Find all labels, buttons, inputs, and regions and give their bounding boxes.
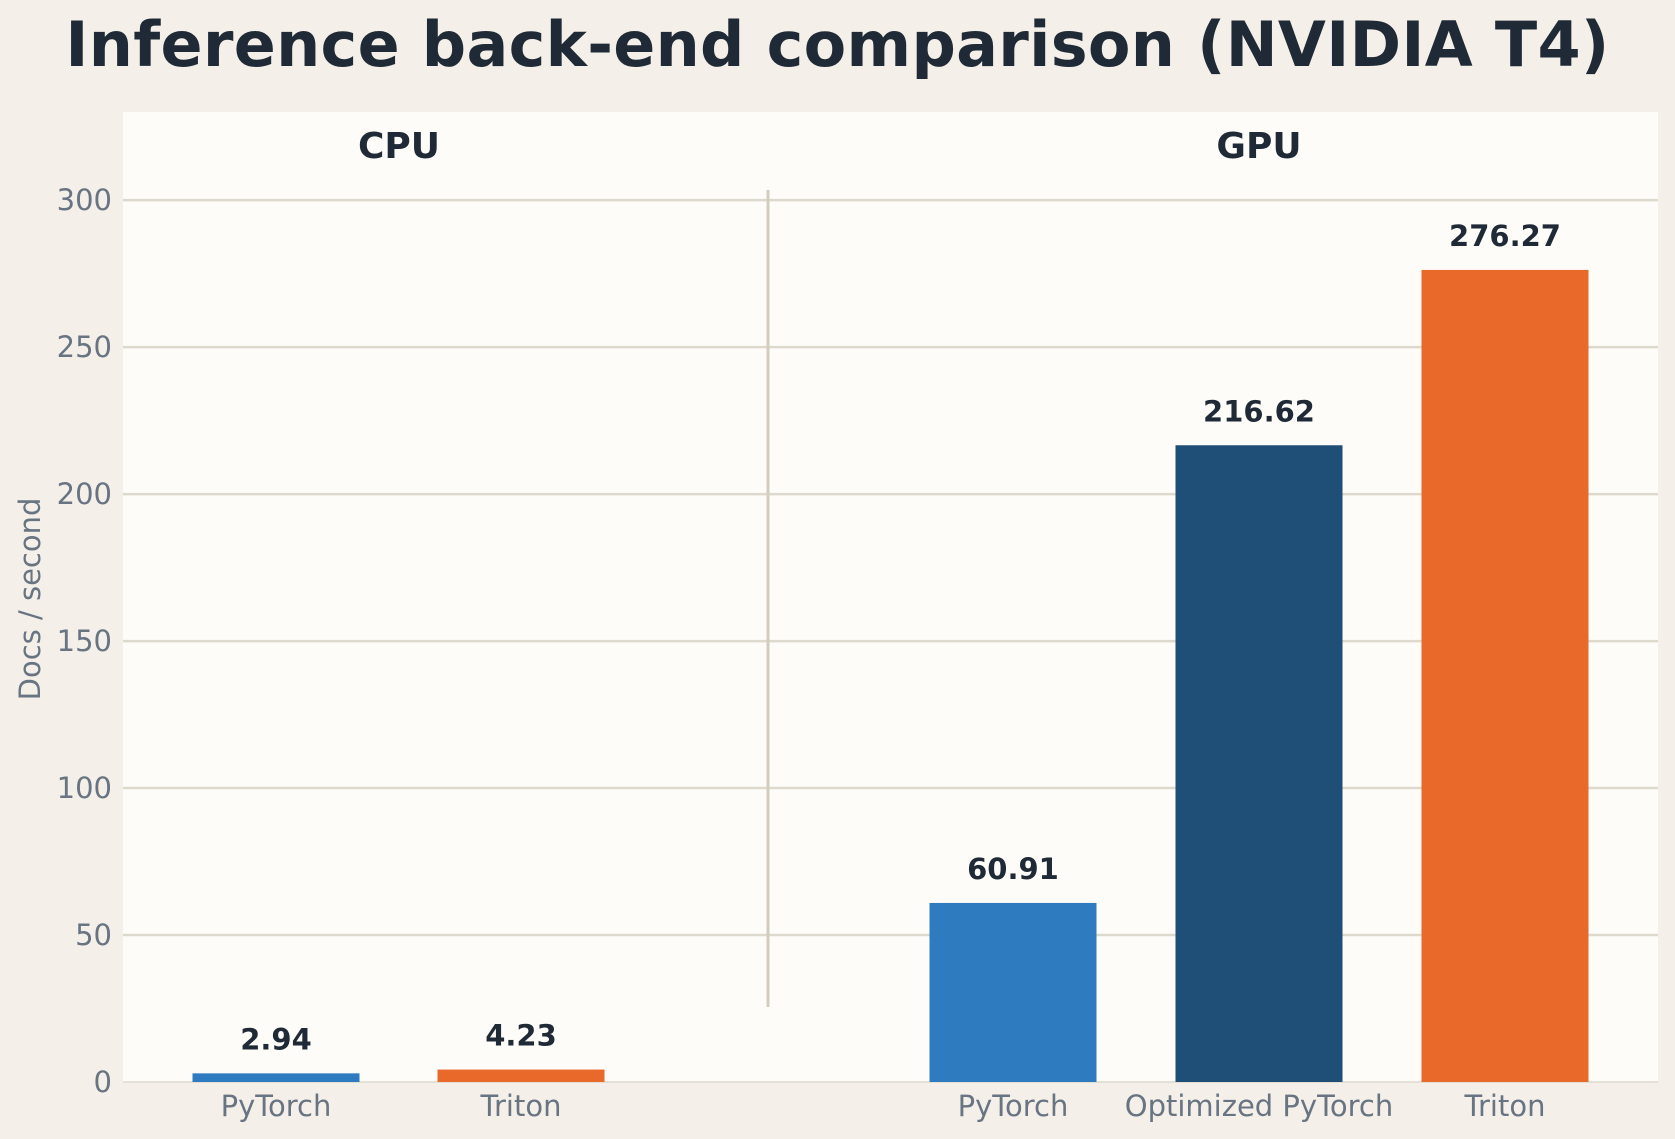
y-axis-title: Docs / second [13, 498, 47, 701]
bar-cpu-triton [437, 1069, 605, 1082]
y-tick-label: 150 [57, 624, 112, 658]
x-tick-label: Triton [480, 1089, 562, 1123]
value-label: 276.27 [1449, 219, 1561, 253]
chart-title: Inference back-end comparison (NVIDIA T4… [65, 8, 1610, 81]
group-label-gpu: GPU [1216, 126, 1301, 167]
y-tick-label: 200 [57, 477, 112, 511]
gridlines [123, 198, 1658, 1083]
x-tick-label: Triton [1464, 1089, 1546, 1123]
y-tick-label: 0 [94, 1065, 112, 1099]
value-label: 2.94 [240, 1022, 312, 1056]
group-label-cpu: CPU [358, 126, 440, 167]
bar-cpu-pytorch [192, 1073, 360, 1082]
value-labels: 2.94 4.23 60.91 216.62 276.27 [240, 219, 1561, 1056]
x-tick-label: PyTorch [221, 1089, 332, 1123]
x-axis-ticks: PyTorch Triton PyTorch Optimized PyTorch Tri… [221, 1089, 1546, 1123]
y-tick-label: 100 [57, 771, 112, 805]
y-axis-ticks: 0 50 100 150 200 250 300 [57, 183, 112, 1099]
plot-area [123, 112, 1658, 1082]
value-label: 4.23 [485, 1019, 557, 1053]
bars [192, 269, 1589, 1083]
y-tick-label: 300 [57, 183, 112, 217]
y-tick-label: 50 [75, 918, 112, 952]
bar-gpu-optimized-pytorch [1175, 445, 1343, 1082]
x-tick-label: PyTorch [958, 1089, 1069, 1123]
x-tick-label: Optimized PyTorch [1125, 1089, 1393, 1123]
bar-gpu-triton [1421, 269, 1589, 1083]
group-labels: CPU GPU [358, 126, 1302, 167]
value-label: 60.91 [967, 852, 1059, 886]
y-tick-label: 250 [57, 330, 112, 364]
value-label: 216.62 [1203, 394, 1315, 428]
bar-gpu-pytorch [929, 902, 1097, 1082]
